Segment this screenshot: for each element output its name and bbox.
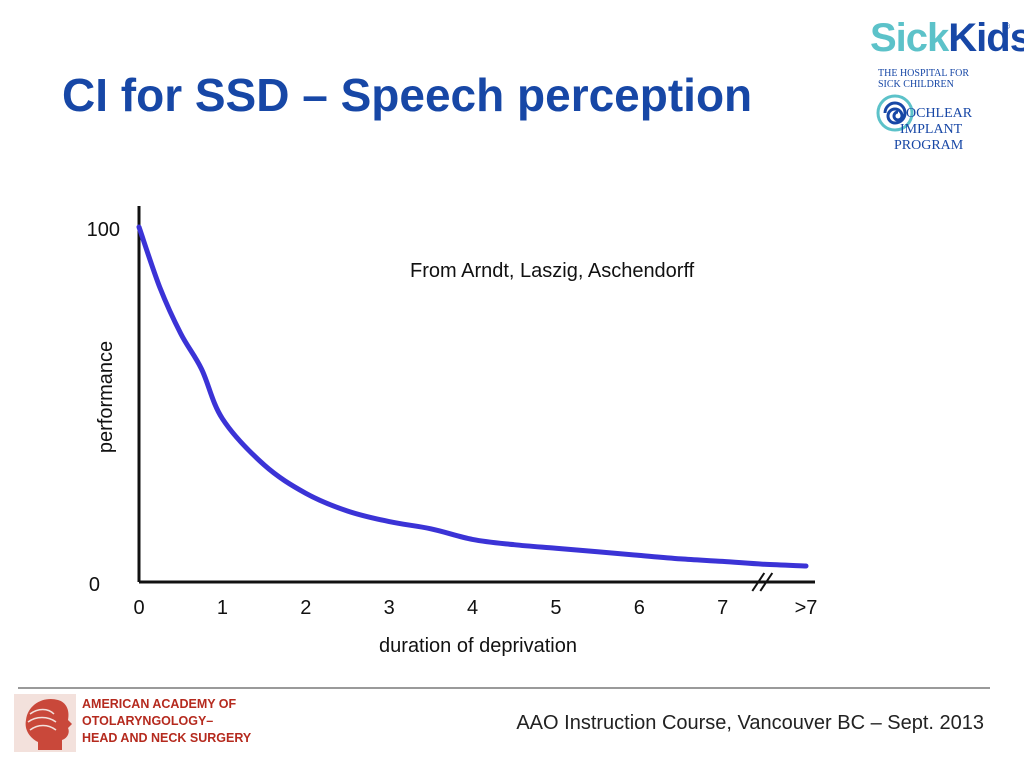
program-line3: PROGRAM: [894, 138, 964, 153]
x-axis-label: duration of deprivation: [379, 635, 577, 657]
head-profile-icon: [14, 694, 76, 752]
aao-line3: HEAD AND NECK SURGERY: [82, 731, 252, 745]
course-footer: AAO Instruction Course, Vancouver BC – S…: [516, 712, 984, 734]
sickkids-word-kids: Kids: [948, 16, 1024, 60]
slide-title: CI for SSD – Speech perception: [62, 69, 753, 121]
cochlea-spiral-icon: [876, 94, 914, 132]
x-tick-label: 2: [300, 597, 311, 619]
y-tick-label: 0: [89, 574, 100, 596]
aao-line1: AMERICAN ACADEMY OF: [82, 697, 237, 711]
x-tick-label: 6: [634, 597, 645, 619]
curve-layer: [136, 224, 809, 569]
chart-axes: [137, 206, 815, 592]
x-tick-label: 3: [384, 597, 395, 619]
registered-mark: ®: [1004, 22, 1010, 31]
aao-hns-logo: AMERICAN ACADEMY OF OTOLARYNGOLOGY– HEAD…: [14, 694, 266, 754]
axis-break-mark: [751, 572, 766, 592]
sickkids-subtitle-line2: SICK CHILDREN: [878, 79, 954, 90]
program-line1: OCHLEAR: [906, 106, 973, 121]
y-axis-label: performance: [95, 341, 117, 453]
x-tick-label: 7: [717, 597, 728, 619]
sickkids-word-sick: Sick: [870, 16, 949, 60]
aao-line2: OTOLARYNGOLOGY–: [82, 714, 214, 728]
x-tick-label: >7: [795, 597, 818, 619]
x-tick-label: 4: [467, 597, 478, 619]
x-tick-label: 1: [217, 597, 228, 619]
axis-break-mark: [759, 572, 774, 592]
footer-divider: [18, 687, 990, 689]
sickkids-wordmark: SickKids: [870, 16, 1024, 61]
tick-label-layer: 0 1 2 3 4 5 6 7 >7 0 100: [87, 219, 818, 619]
series-line-0: [136, 224, 809, 569]
source-annotation: From Arndt, Laszig, Aschendorff: [410, 260, 695, 282]
sickkids-subtitle-line1: THE HOSPITAL FOR: [878, 68, 970, 79]
x-tick-label: 0: [133, 597, 144, 619]
y-tick-label: 100: [87, 219, 120, 241]
sickkids-subtitle: THE HOSPITAL FOR SICK CHILDREN: [878, 68, 969, 90]
sickkids-cochlear-implant-logo: SickKids ® THE HOSPITAL FOR SICK CHILDRE…: [866, 16, 1024, 158]
aao-wordmark: AMERICAN ACADEMY OF OTOLARYNGOLOGY– HEAD…: [82, 696, 251, 747]
x-tick-label: 5: [550, 597, 561, 619]
program-line2: IMPLANT: [900, 122, 963, 137]
